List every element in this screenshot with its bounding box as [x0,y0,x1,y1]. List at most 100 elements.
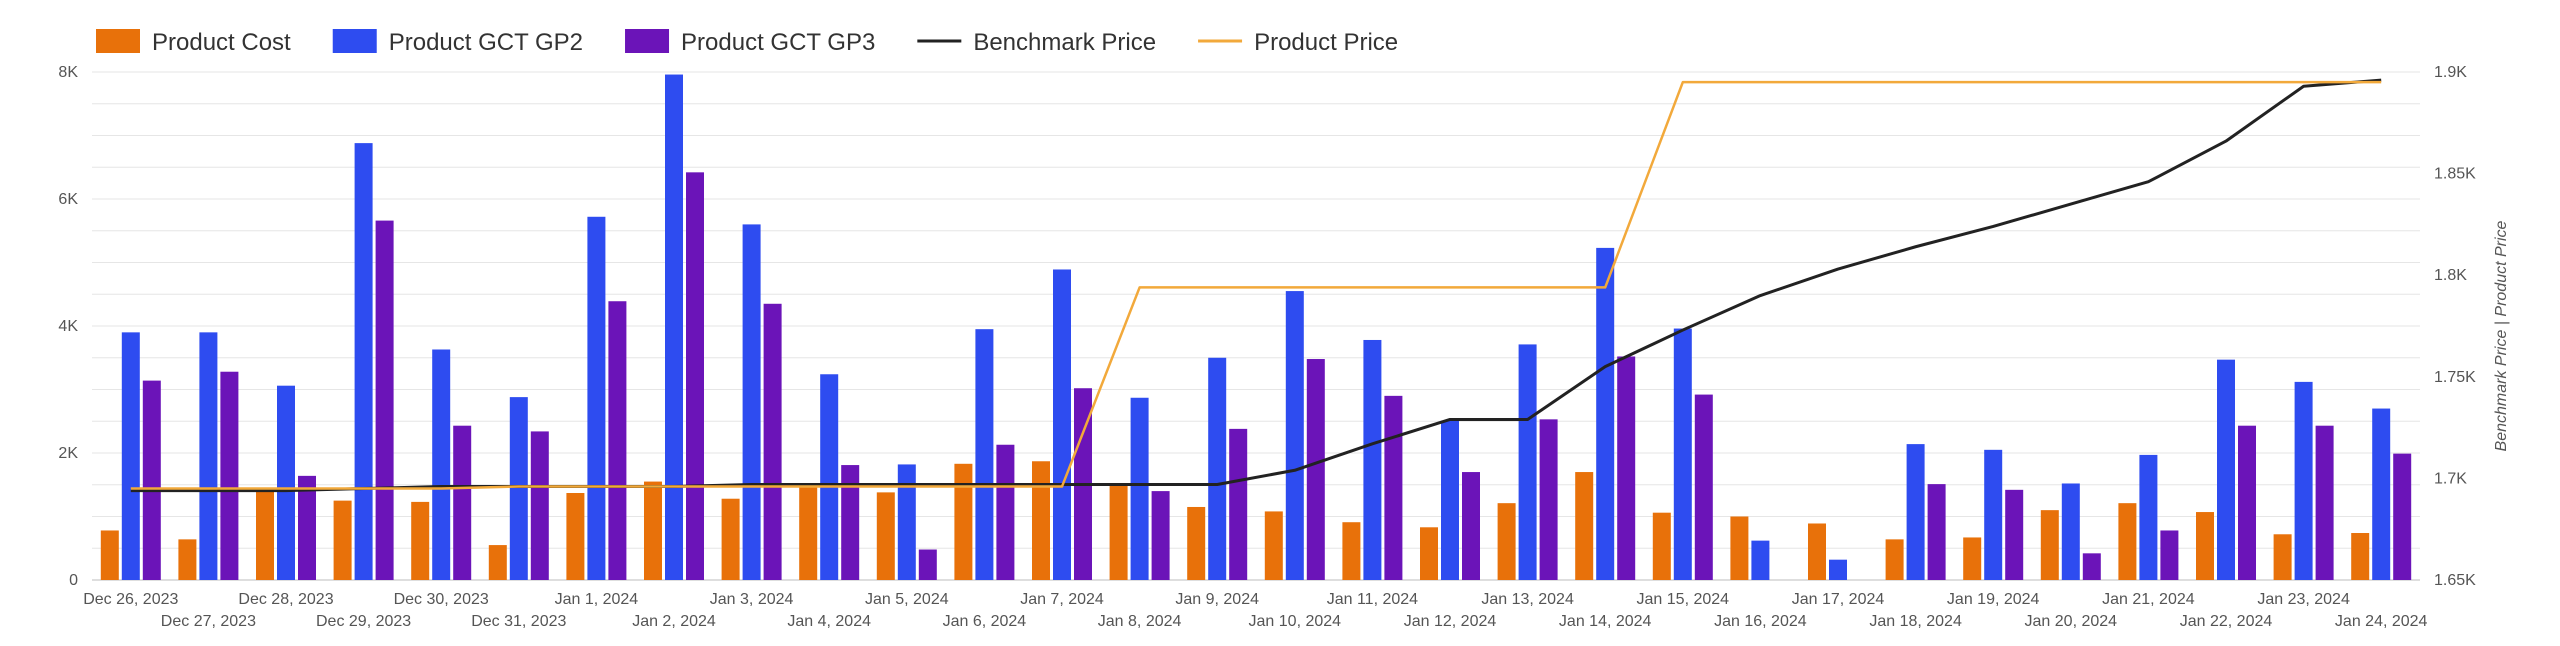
y-axis-right: 1.65K 1.7K 1.75K 1.8K 1.85K 1.9K [2434,64,2476,589]
legend-item[interactable]: Benchmark Price [917,29,1156,56]
bar-product-gct-gp2 [2061,483,2080,580]
bar-product-gct-gp2 [1441,420,1459,580]
bar-product-gct-gp3 [2082,553,2101,580]
bar-product-gct-gp3 [1462,472,1480,580]
gridlines [92,71,2420,581]
y-tick-label: 0 [69,572,78,589]
bar-product-cost [411,501,430,580]
bar-product-gct-gp3 [1927,484,1946,580]
y2-axis-title: Benchmark Price | Product Price [2493,220,2510,451]
bar-product-cost [1808,523,1826,580]
y2-tick-label: 1.7K [2434,470,2467,487]
legend-label: Product Cost [152,29,291,56]
legend-label: Product Price [1254,29,1398,56]
bar-product-cost [1342,522,1361,580]
bar-product-gct-gp2 [2294,381,2313,580]
bar-product-cost [566,493,585,580]
bar-product-gct-gp2 [1984,449,2003,580]
bar-product-gct-gp2 [1208,357,1227,580]
bar-product-gct-gp2 [820,374,839,580]
bar-product-cost [2351,533,2370,580]
x-tick-label: Jan 10, 2024 [1249,613,1342,630]
bar-product-gct-gp2 [1518,344,1537,580]
x-tick-label: Jan 14, 2024 [1559,613,1652,630]
y-tick-label: 8K [58,64,78,81]
legend-item[interactable]: Product Cost [96,29,291,56]
bar-product-gct-gp2 [277,385,295,580]
bar-product-cost [1652,512,1671,580]
x-tick-label: Jan 5, 2024 [865,591,949,608]
bar-product-gct-gp2 [432,349,451,580]
bar-series-group [100,74,2412,580]
bar-product-gct-gp3 [1384,395,1403,580]
legend-item[interactable]: Product Price [1198,29,1398,56]
legend-label: Benchmark Price [973,29,1156,56]
bar-product-gct-gp3 [1539,419,1558,580]
bar-product-gct-gp3 [2005,489,2024,580]
bar-product-cost [2273,534,2292,580]
bar-product-cost [644,481,662,580]
bar-product-gct-gp3 [608,301,627,580]
bar-product-gct-gp2 [1053,269,1071,580]
bar-product-gct-gp3 [142,380,161,580]
x-tick-label: Jan 1, 2024 [555,591,639,608]
bar-product-gct-gp2 [1751,540,1770,580]
bar-product-cost [721,498,740,580]
line-product-price [130,80,2382,490]
bar-product-gct-gp3 [2315,425,2334,580]
bar-product-cost [256,489,274,580]
bar-product-cost [1497,503,1516,580]
bar-product-gct-gp3 [1694,394,1713,580]
x-tick-label: Jan 16, 2024 [1714,613,1807,630]
legend-swatch [332,29,377,53]
bar-product-gct-gp2 [1673,328,1692,580]
legend-item[interactable]: Product GCT GP2 [332,29,583,56]
bar-product-gct-gp2 [1363,339,1382,580]
bar-product-cost [333,500,352,580]
legend-label: Product GCT GP3 [681,29,875,56]
y-axis-left: 0 2K 4K 6K 8K [58,64,78,589]
x-tick-label: Jan 3, 2024 [710,591,794,608]
bar-product-cost [2118,503,2137,580]
y-tick-label: 6K [58,191,78,208]
y2-tick-label: 1.9K [2434,64,2467,81]
x-tick-label: Jan 13, 2024 [1481,591,1574,608]
x-tick-label: Jan 6, 2024 [943,613,1027,630]
bar-product-gct-gp3 [220,371,239,580]
bar-product-cost [2196,512,2214,580]
bar-product-gct-gp2 [742,224,761,580]
x-tick-label: Jan 21, 2024 [2102,591,2195,608]
bar-product-gct-gp3 [2238,425,2256,580]
bar-product-cost [1264,511,1283,580]
y-tick-label: 2K [58,445,78,462]
bar-product-gct-gp2 [975,329,994,580]
bar-product-cost [954,463,973,580]
x-tick-label: Jan 22, 2024 [2180,613,2273,630]
legend-swatch [625,29,670,53]
x-tick-label: Jan 18, 2024 [1869,613,1962,630]
bar-product-cost [876,492,895,580]
x-tick-label: Jan 8, 2024 [1098,613,1182,630]
bar-product-gct-gp3 [530,431,549,580]
y2-tick-label: 1.65K [2434,572,2476,589]
bar-product-cost [178,539,197,580]
x-tick-label: Dec 31, 2023 [471,613,566,630]
x-tick-label: Jan 7, 2024 [1020,591,1104,608]
bar-product-cost [488,545,507,580]
bar-product-gct-gp2 [509,397,528,580]
bar-product-gct-gp3 [375,220,394,580]
bar-product-gct-gp2 [121,332,140,580]
bar-product-cost [1885,539,1904,580]
x-tick-label: Dec 27, 2023 [161,613,256,630]
legend-label: Product GCT GP2 [389,29,583,56]
bar-product-cost [799,486,818,580]
bar-product-cost [1730,516,1749,580]
x-tick-label: Jan 2, 2024 [632,613,716,630]
bar-product-cost [100,530,119,580]
legend[interactable]: Product Cost Product GCT GP2 Product GCT G… [96,29,1398,56]
bar-product-gct-gp3 [918,549,937,580]
bar-product-gct-gp3 [1306,359,1325,580]
line-series-group [130,78,2382,493]
legend-item[interactable]: Product GCT GP3 [625,29,875,56]
